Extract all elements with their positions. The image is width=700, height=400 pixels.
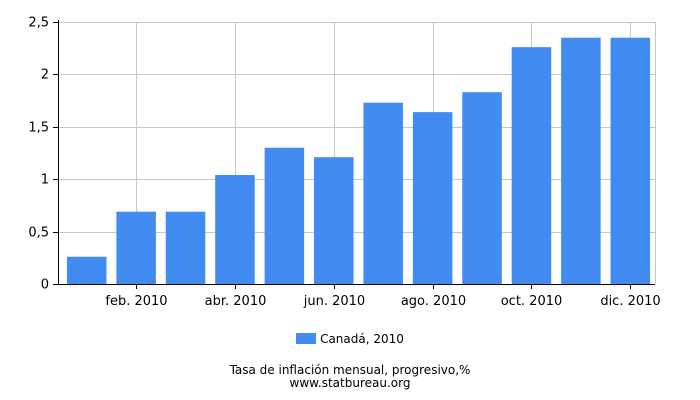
bar xyxy=(314,157,354,284)
bar xyxy=(116,211,156,284)
bar xyxy=(462,92,502,284)
bar xyxy=(511,47,552,284)
x-tick-label: oct. 2010 xyxy=(501,294,563,309)
legend: Canadá, 2010 xyxy=(0,332,700,346)
y-tick-label: 2,5 xyxy=(28,16,49,31)
x-tick-label: ago. 2010 xyxy=(401,294,466,309)
bar xyxy=(610,37,651,284)
x-tick-label: abr. 2010 xyxy=(205,294,267,309)
legend-swatch xyxy=(296,333,317,344)
bar xyxy=(66,256,107,284)
y-tick-label: 2 xyxy=(41,68,49,83)
x-tick-label: feb. 2010 xyxy=(105,294,167,309)
bar xyxy=(165,211,206,284)
x-tick-label: dic. 2010 xyxy=(600,294,660,309)
y-tick-label: 1 xyxy=(41,173,49,188)
x-tick-label: jun. 2010 xyxy=(303,294,365,309)
bar xyxy=(412,112,453,285)
bar xyxy=(561,37,601,284)
source-text: www.statbureau.org xyxy=(289,376,411,390)
y-tick-label: 1,5 xyxy=(28,121,49,136)
y-tick-label: 0 xyxy=(41,278,49,293)
y-tick-label: 0,5 xyxy=(28,226,49,241)
bar xyxy=(363,102,403,284)
bar xyxy=(215,175,255,284)
legend-label: Canadá, 2010 xyxy=(320,332,404,346)
chart-title: Tasa de inflación mensual, progresivo,% xyxy=(229,363,471,377)
bar xyxy=(264,147,305,284)
